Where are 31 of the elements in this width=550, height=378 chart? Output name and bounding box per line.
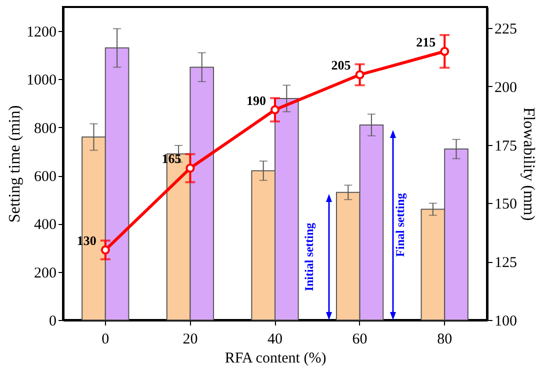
y2-tick-label: 100: [494, 314, 517, 330]
point: [270, 105, 280, 114]
data-label: 190: [246, 92, 266, 108]
y-tick-label: 800: [34, 120, 56, 137]
x-tick-label: 20: [182, 332, 198, 348]
point: [440, 46, 450, 56]
data-label: 215: [416, 34, 436, 50]
y2-tick-label: 200: [494, 80, 517, 96]
annotation: Final setting: [393, 193, 407, 257]
y-tick-label: 400: [34, 217, 56, 234]
y-tick-label: 600: [34, 169, 56, 186]
annotation: Initial setting: [302, 222, 316, 292]
y2-axis-title: Flowability (mm): [520, 107, 537, 221]
y-tick-label: 1200: [26, 24, 56, 41]
y-tick-label: 0: [49, 314, 56, 330]
x-tick-label: 80: [437, 332, 452, 348]
y2-tick-label: 225: [494, 22, 517, 38]
y-tick-label: 200: [34, 265, 56, 282]
x-tick-label: 0: [102, 332, 110, 348]
x-tick-label: 40: [268, 332, 282, 348]
y2-tick-label: 150: [494, 196, 517, 213]
point: [100, 245, 110, 254]
y-axis-title: Setting time (min): [6, 105, 24, 223]
point: [186, 164, 195, 173]
x-axis-title: RFA content (%): [224, 350, 326, 366]
y2-tick-label: 125: [494, 255, 517, 272]
y2-tick-label: 175: [494, 138, 517, 154]
point: [355, 70, 364, 80]
x-tick-label: 60: [352, 332, 368, 348]
y-tick-label: 1000: [26, 72, 56, 89]
data-label: 205: [331, 58, 352, 73]
